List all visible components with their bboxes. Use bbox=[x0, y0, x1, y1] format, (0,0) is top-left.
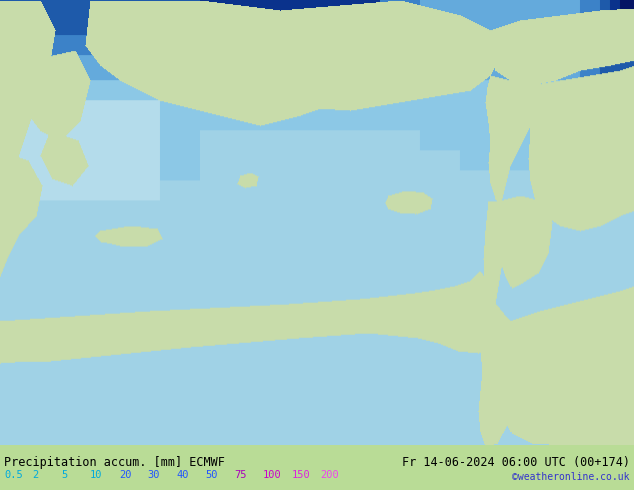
Text: Fr 14-06-2024 06:00 UTC (00+174): Fr 14-06-2024 06:00 UTC (00+174) bbox=[402, 456, 630, 469]
Text: 5: 5 bbox=[61, 470, 68, 480]
Text: 150: 150 bbox=[291, 470, 310, 480]
Text: 10: 10 bbox=[90, 470, 103, 480]
Text: 100: 100 bbox=[262, 470, 281, 480]
Text: 0.5: 0.5 bbox=[4, 470, 23, 480]
Text: 20: 20 bbox=[119, 470, 131, 480]
Text: 50: 50 bbox=[205, 470, 217, 480]
Text: ©weatheronline.co.uk: ©weatheronline.co.uk bbox=[512, 472, 630, 482]
Text: 2: 2 bbox=[33, 470, 39, 480]
Text: 75: 75 bbox=[234, 470, 247, 480]
Text: 30: 30 bbox=[148, 470, 160, 480]
Text: Precipitation accum. [mm] ECMWF: Precipitation accum. [mm] ECMWF bbox=[4, 456, 225, 469]
Text: 200: 200 bbox=[320, 470, 339, 480]
Text: 40: 40 bbox=[176, 470, 189, 480]
